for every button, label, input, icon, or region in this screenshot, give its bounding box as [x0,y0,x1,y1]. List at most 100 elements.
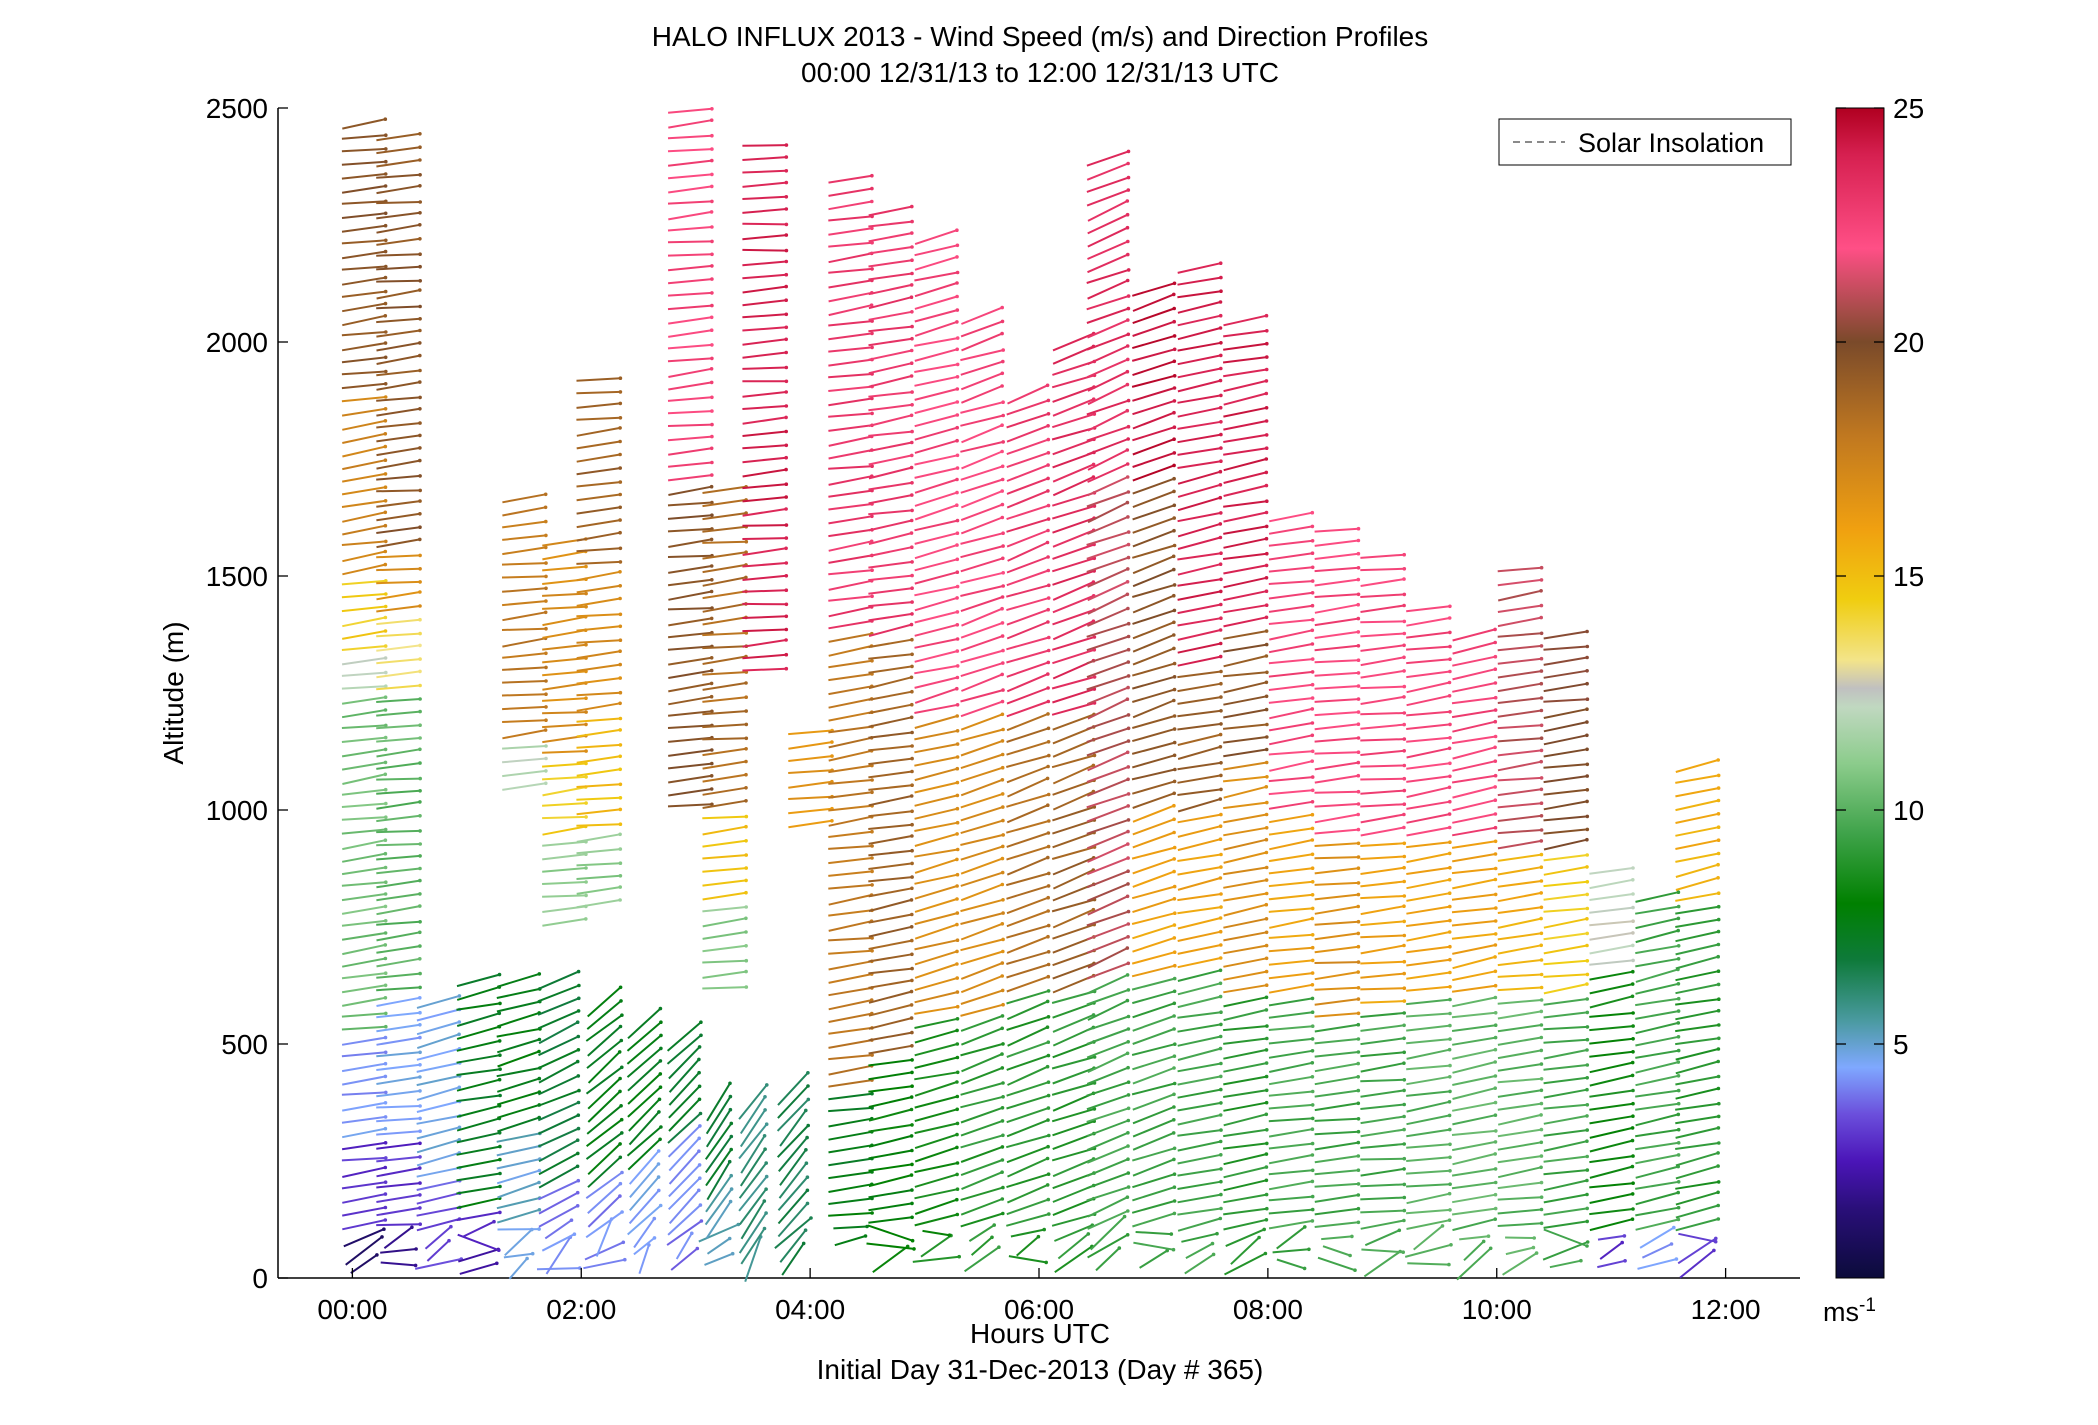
wind-barb [416,1061,461,1073]
wind-barb [742,366,787,370]
wind-barb-head [1172,489,1176,494]
wind-barb-head [618,439,622,444]
wind-barb-head [1172,583,1177,587]
wind-barb-head [498,1210,502,1215]
wind-barb [1360,777,1405,781]
wind-barb [914,571,958,585]
wind-barb [960,1095,1004,1109]
wind-barb [1497,944,1542,955]
wind-barb [638,1244,650,1275]
wind-barb-head [1539,723,1544,728]
wind-barb-head [1539,1221,1544,1226]
chart-subtitle: 00:00 12/31/13 to 12:00 12/31/13 UTC [801,57,1279,88]
wind-barb [342,1166,386,1178]
wind-barb-head [1126,175,1131,180]
wind-barb-head [910,637,914,642]
wind-barb-head [1126,555,1131,560]
wind-barb [1268,997,1313,1007]
wind-barb-head [1218,1046,1223,1051]
wind-barb-head [1356,736,1361,740]
wind-barb-head [383,629,388,633]
wind-barb [742,260,787,267]
wind-barb [1223,1128,1267,1138]
wind-barb [1006,1173,1049,1189]
wind-barb-head [1000,621,1005,625]
wind-barb [705,1148,733,1187]
wind-barb-head [1001,898,1005,902]
wind-barb [1052,1040,1095,1059]
wind-barb [1006,845,1049,861]
wind-barb [833,1225,868,1230]
wind-barb [702,671,747,676]
wind-barb [960,739,1003,757]
wind-barb-head [1045,1183,1050,1187]
wind-barb-head [1046,1093,1051,1098]
wind-barb [376,211,421,220]
wind-barb [960,585,1004,597]
wind-barb [1052,648,1095,665]
wind-barb-head [909,295,914,300]
wind-barb-head [1402,577,1406,581]
wind-barb [960,689,1004,703]
wind-barb-head [955,503,959,508]
wind-barb [1087,999,1128,1021]
wind-barb [868,939,912,950]
wind-barb [1497,670,1542,679]
wind-barb [536,1267,580,1271]
wind-barb [1406,971,1451,980]
wind-barb-head [955,228,959,232]
wind-barb [342,459,386,471]
wind-barb-head [1585,906,1590,911]
wind-barb [1452,799,1496,812]
wind-barb [1497,724,1542,730]
wind-barb [1314,790,1359,794]
wind-barb [1132,1028,1175,1045]
wind-barb [1132,897,1175,914]
wind-barb [828,449,872,460]
wind-barb-head [1047,871,1051,876]
wind-barb [914,848,958,858]
wind-barb-head [617,1050,622,1054]
wind-barb [828,320,873,327]
wind-barb-head [955,976,959,980]
wind-barb [1675,955,1719,970]
wind-barb-head [955,1055,960,1060]
wind-barb [376,867,421,875]
wind-barb [828,227,873,236]
wind-barb-head [1126,252,1130,257]
wind-barb [1635,1165,1679,1179]
wind-barb-head [1219,1061,1223,1066]
x-tick-label: 10:00 [1462,1294,1532,1325]
wind-barb [1006,1015,1049,1031]
wind-barb-head [418,132,422,136]
wind-barb [1133,1241,1174,1251]
wind-barb [424,1225,452,1250]
wind-barb [702,498,747,508]
wind-barb-head [957,1254,961,1259]
wind-barb-head [1447,1100,1452,1104]
wind-barb-head [910,689,914,694]
wind-barb-head [1264,865,1269,870]
wind-barb [1360,1037,1405,1046]
wind-barb [867,1224,913,1242]
wind-barb-head [658,1006,663,1011]
wind-barb-head [1356,710,1361,714]
wind-barb [828,569,873,576]
wind-barb-head [1001,531,1005,535]
wind-barb-head [1126,1209,1130,1213]
wind-barb-head [1402,1114,1406,1119]
wind-barb [828,815,872,827]
wind-barb [629,1176,660,1212]
wind-barb [828,424,873,432]
wind-barb [968,1224,995,1242]
wind-barb [1087,895,1129,916]
wind-barb [1223,851,1267,864]
wind-barb-head [1676,1048,1681,1053]
wind-barb [1589,1139,1633,1153]
wind-barb-head [537,1180,541,1185]
wind-barb-head [1001,413,1005,418]
wind-barb [1314,723,1359,731]
wind-barb [1051,675,1095,690]
wind-barb-head [1350,1234,1354,1239]
wind-barb [502,587,547,593]
